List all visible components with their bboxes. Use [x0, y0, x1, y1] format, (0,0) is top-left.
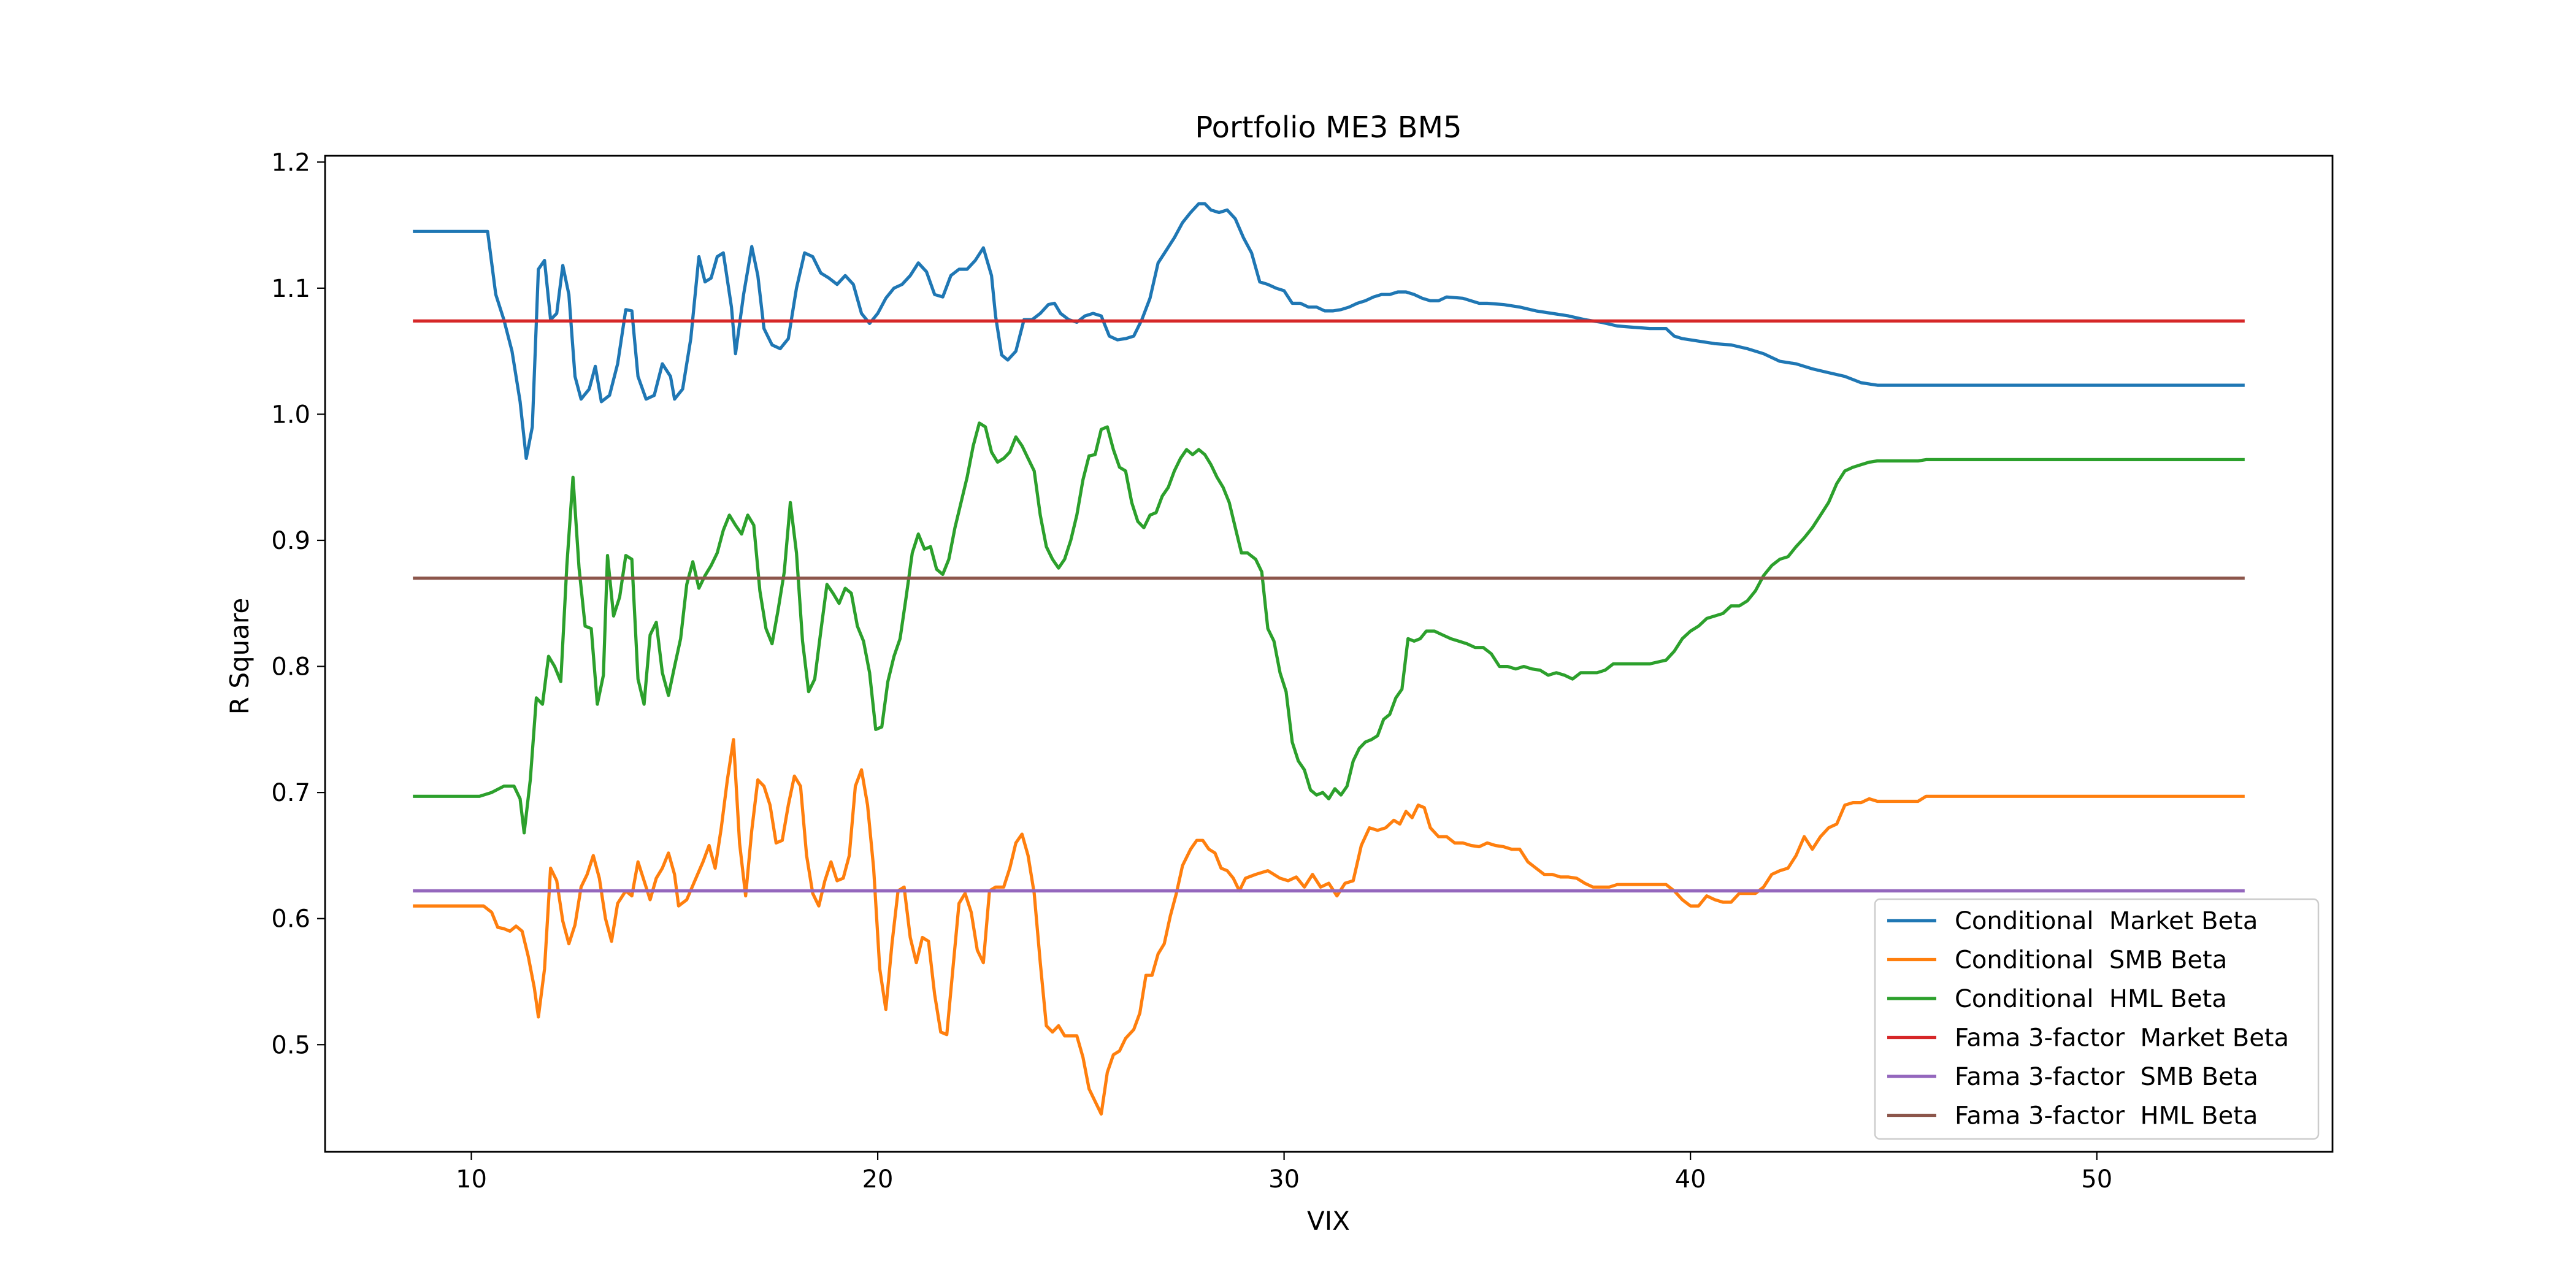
y-axis: 0.5 0.6 0.7 0.8 0.9 1.0 1.1 1.2 [271, 148, 325, 1059]
y-tick-label: 0.8 [271, 653, 310, 681]
legend-label: Fama 3-factor SMB Beta [1955, 1063, 2258, 1091]
x-axis-label: VIX [1307, 1206, 1350, 1236]
y-tick-label: 0.7 [271, 779, 310, 807]
legend-label: Conditional Market Beta [1955, 907, 2258, 935]
chart-title: Portfolio ME3 BM5 [1195, 110, 1462, 145]
legend-label: Conditional SMB Beta [1955, 946, 2227, 975]
series-line-2 [413, 738, 2245, 1116]
y-tick-label: 0.6 [271, 905, 310, 933]
y-tick-label: 0.9 [271, 527, 310, 555]
series-layer [413, 202, 2245, 1116]
x-tick-label: 10 [456, 1165, 487, 1194]
x-tick-label: 20 [862, 1165, 894, 1194]
plot-frame [324, 155, 2334, 1153]
y-tick-label: 1.1 [271, 275, 310, 303]
x-tick-label: 40 [1675, 1165, 1706, 1194]
legend-label: Fama 3-factor Market Beta [1955, 1024, 2289, 1052]
x-tick-label: 50 [2081, 1165, 2112, 1194]
y-tick-label: 0.5 [271, 1031, 310, 1059]
legend-box [1874, 898, 2320, 1140]
legend-label: Fama 3-factor HML Beta [1955, 1102, 2258, 1130]
series-line-3 [413, 421, 2245, 835]
y-tick-label: 1.0 [271, 401, 310, 429]
legend: Conditional Market Beta Conditional SMB B… [1874, 898, 2320, 1140]
x-axis: 10 20 30 40 50 [456, 1152, 2112, 1194]
y-axis-label: R Square [224, 598, 255, 715]
y-tick-label: 1.2 [271, 148, 310, 177]
legend-label: Conditional HML Beta [1955, 985, 2227, 1013]
series-line-1 [413, 202, 2245, 460]
x-tick-label: 30 [1268, 1165, 1300, 1194]
